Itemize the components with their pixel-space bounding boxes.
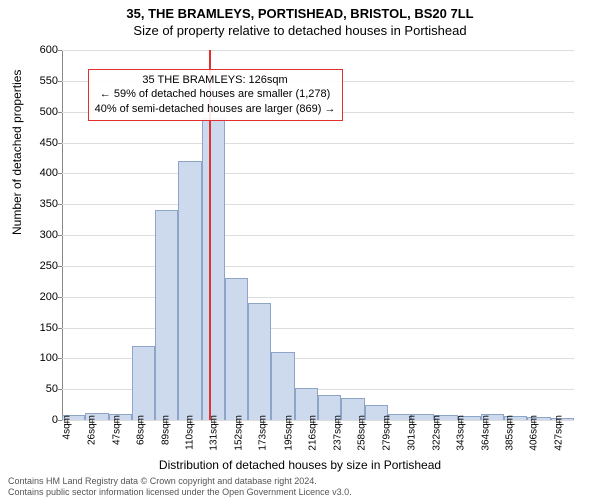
gridline [62, 50, 574, 51]
x-tick-label: 216sqm [308, 415, 319, 451]
y-tick-mark [58, 235, 62, 236]
y-tick-mark [58, 266, 62, 267]
y-tick-label: 150 [18, 322, 58, 334]
footer-line1: Contains HM Land Registry data © Crown c… [8, 476, 352, 487]
x-tick-label: 195sqm [283, 415, 294, 451]
x-tick-label: 89sqm [160, 415, 171, 445]
info-box-line1: 35 THE BRAMLEYS: 126sqm [95, 73, 336, 88]
info-box-line2: ← 59% of detached houses are smaller (1,… [95, 87, 336, 102]
title-block: 35, THE BRAMLEYS, PORTISHEAD, BRISTOL, B… [0, 0, 600, 38]
histogram-bar [132, 346, 155, 420]
x-tick-label: 301sqm [407, 415, 418, 451]
x-tick-label: 364sqm [480, 415, 491, 451]
y-tick-mark [58, 50, 62, 51]
page-title-line1: 35, THE BRAMLEYS, PORTISHEAD, BRISTOL, B… [0, 6, 600, 21]
histogram-bar [178, 161, 201, 420]
histogram-bar [155, 210, 178, 420]
gridline [62, 143, 574, 144]
gridline [62, 266, 574, 267]
x-tick-label: 385sqm [505, 415, 516, 451]
y-tick-label: 400 [18, 167, 58, 179]
x-tick-label: 237sqm [332, 415, 343, 451]
y-tick-label: 100 [18, 352, 58, 364]
y-tick-mark [58, 173, 62, 174]
y-tick-label: 250 [18, 260, 58, 272]
x-tick-label: 47sqm [111, 415, 122, 445]
y-tick-label: 350 [18, 198, 58, 210]
histogram-chart: 0501001502002503003504004505005506004sqm… [62, 50, 574, 420]
x-tick-label: 427sqm [553, 415, 564, 451]
y-tick-mark [58, 112, 62, 113]
y-tick-mark [58, 389, 62, 390]
histogram-bar [248, 303, 271, 420]
x-tick-label: 343sqm [456, 415, 467, 451]
histogram-bar [202, 118, 225, 420]
plot-area: 0501001502002503003504004505005506004sqm… [62, 50, 574, 420]
y-tick-label: 550 [18, 75, 58, 87]
y-tick-label: 450 [18, 137, 58, 149]
histogram-bar [271, 352, 294, 420]
y-tick-label: 500 [18, 106, 58, 118]
x-tick-label: 68sqm [136, 415, 147, 445]
histogram-bar [225, 278, 248, 420]
y-tick-mark [58, 358, 62, 359]
gridline [62, 328, 574, 329]
info-box: 35 THE BRAMLEYS: 126sqm← 59% of detached… [88, 69, 343, 122]
y-tick-mark [58, 204, 62, 205]
y-tick-label: 600 [18, 44, 58, 56]
gridline [62, 297, 574, 298]
x-tick-label: 406sqm [529, 415, 540, 451]
gridline [62, 173, 574, 174]
y-tick-label: 300 [18, 229, 58, 241]
page-title-line2: Size of property relative to detached ho… [0, 23, 600, 38]
y-tick-label: 50 [18, 383, 58, 395]
info-box-line3: 40% of semi-detached houses are larger (… [95, 102, 336, 117]
y-tick-mark [58, 143, 62, 144]
x-tick-label: 152sqm [233, 415, 244, 451]
y-tick-mark [58, 297, 62, 298]
x-tick-label: 258sqm [357, 415, 368, 451]
x-tick-label: 131sqm [209, 415, 220, 451]
x-tick-label: 279sqm [381, 415, 392, 451]
footer-attribution: Contains HM Land Registry data © Crown c… [8, 476, 352, 499]
y-tick-mark [58, 328, 62, 329]
footer-line2: Contains public sector information licen… [8, 487, 352, 498]
y-tick-label: 0 [18, 414, 58, 426]
x-axis-label: Distribution of detached houses by size … [0, 458, 600, 472]
y-tick-mark [58, 81, 62, 82]
gridline [62, 204, 574, 205]
x-tick-label: 4sqm [61, 415, 72, 439]
x-tick-label: 322sqm [431, 415, 442, 451]
gridline [62, 235, 574, 236]
x-tick-label: 173sqm [258, 415, 269, 451]
y-axis-label: Number of detached properties [10, 70, 24, 235]
y-tick-label: 200 [18, 291, 58, 303]
x-tick-label: 26sqm [87, 415, 98, 445]
x-tick-label: 110sqm [185, 415, 196, 450]
